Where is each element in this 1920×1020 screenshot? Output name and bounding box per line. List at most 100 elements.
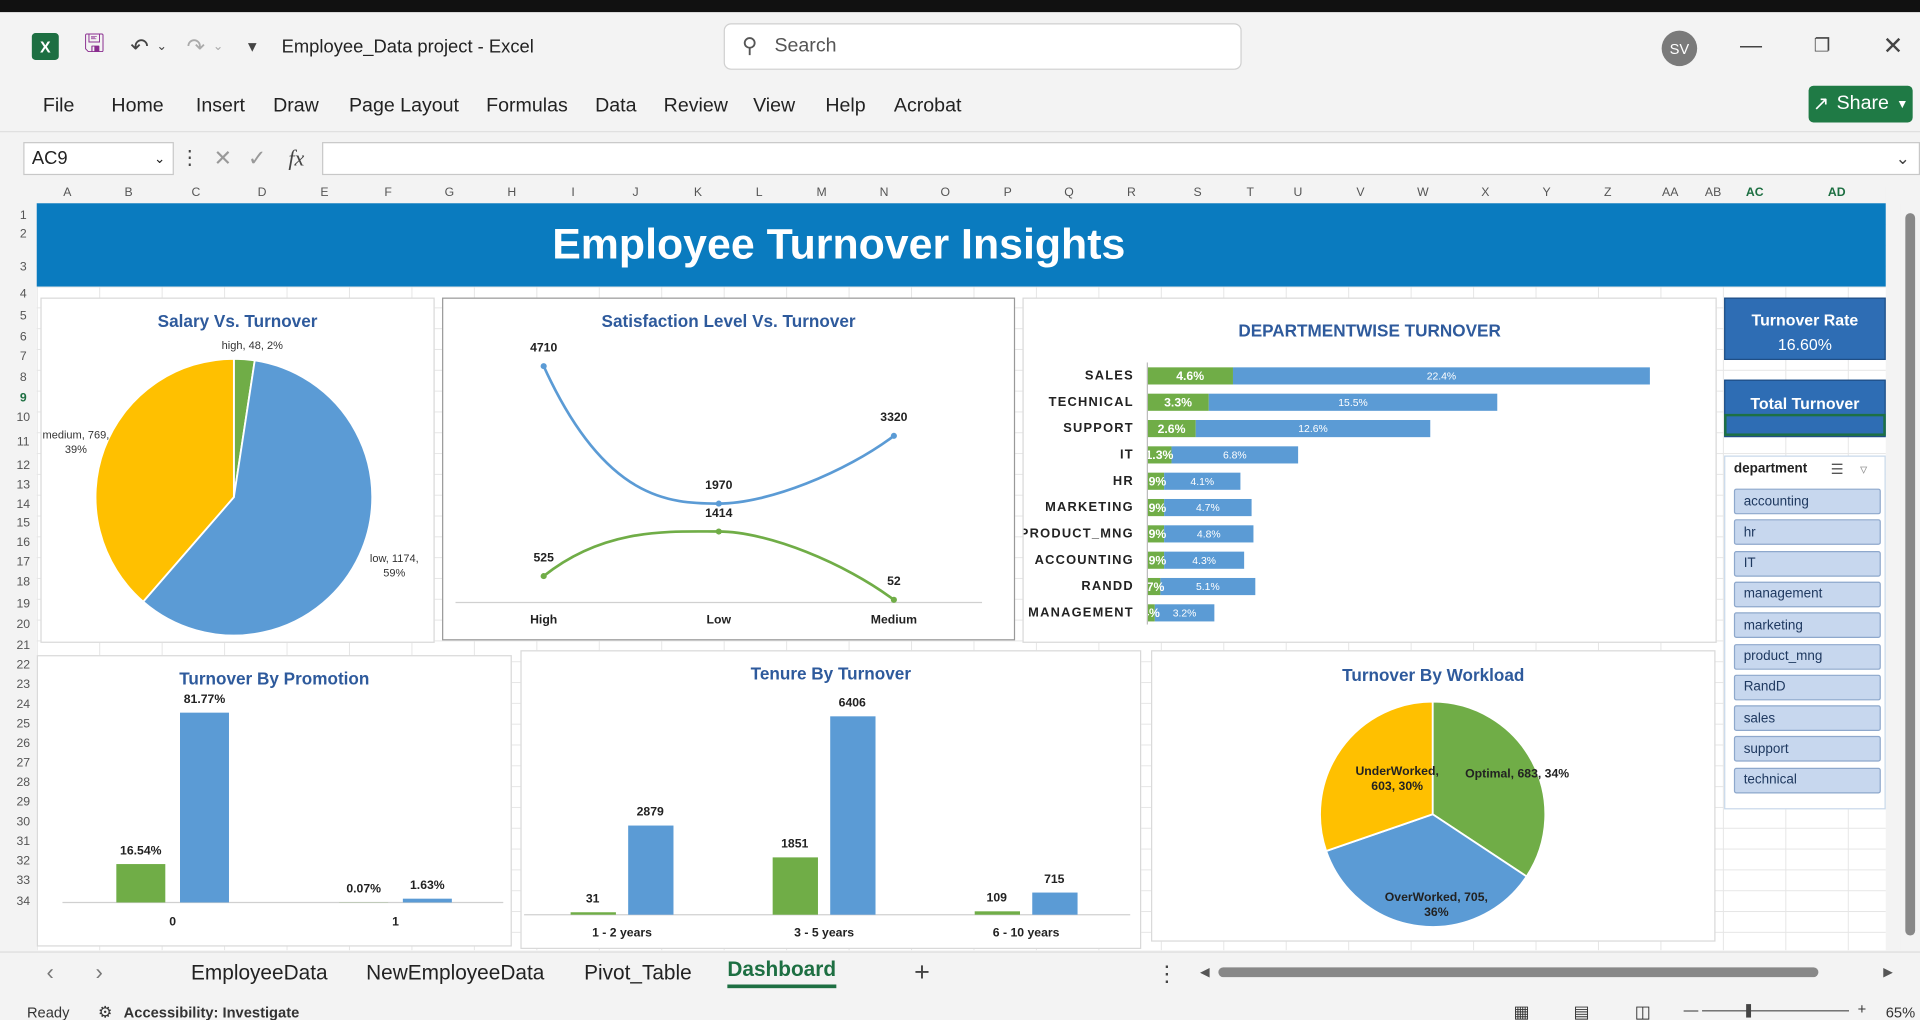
bar-green[interactable]: [1147, 604, 1155, 622]
pie-slice-underworked[interactable]: [1319, 700, 1434, 853]
bar-blue[interactable]: [1154, 604, 1215, 622]
department-slicer[interactable]: department ☰ ▿ accounting hr IT management m…: [1724, 455, 1886, 810]
menu-draw[interactable]: Draw: [273, 95, 319, 117]
data-point[interactable]: [540, 363, 547, 370]
bar-green[interactable]: [1147, 498, 1165, 517]
bar[interactable]: [116, 864, 166, 903]
row-header-31[interactable]: 31: [16, 835, 31, 849]
row-header-1[interactable]: 1: [19, 209, 27, 223]
data-point[interactable]: [890, 596, 897, 603]
salary-turnover-chart[interactable]: Salary Vs. Turnover high, 48, 2% low, 117…: [40, 297, 435, 643]
slicer-item-sales[interactable]: sales: [1733, 705, 1881, 732]
add-sheet-icon[interactable]: +: [914, 956, 930, 987]
bar[interactable]: [974, 911, 1021, 915]
column-header-M[interactable]: M: [816, 186, 827, 200]
zoom-out-icon[interactable]: —: [1683, 1001, 1699, 1019]
bar[interactable]: [180, 712, 229, 903]
column-header-R[interactable]: R: [1127, 186, 1136, 200]
avatar[interactable]: SV: [1661, 30, 1698, 67]
scroll-right-icon[interactable]: ▶: [1883, 966, 1893, 980]
column-header-T[interactable]: T: [1246, 186, 1254, 200]
slicer-item-randd[interactable]: RandD: [1733, 674, 1881, 701]
redo-icon[interactable]: ↷: [186, 33, 206, 59]
series-line-1[interactable]: [542, 530, 895, 601]
row-header-20[interactable]: 20: [16, 618, 31, 632]
undo-icon[interactable]: ↶: [130, 33, 149, 59]
row-header-24[interactable]: 24: [16, 697, 31, 712]
data-point[interactable]: [715, 500, 722, 507]
customize-toolbar-icon[interactable]: ▼: [244, 37, 260, 56]
row-header-17[interactable]: 17: [16, 555, 31, 570]
bar-green[interactable]: [1147, 525, 1165, 543]
row-header-10[interactable]: 10: [16, 411, 31, 425]
zoom-in-icon[interactable]: +: [1857, 1000, 1867, 1018]
zoom-slider-thumb[interactable]: [1746, 1004, 1752, 1018]
confirm-entry-icon[interactable]: ✓: [247, 145, 267, 170]
sheet-tab-dashboard[interactable]: Dashboard: [727, 958, 837, 989]
bar[interactable]: [830, 716, 876, 915]
bar-blue[interactable]: [1171, 446, 1299, 464]
row-header-16[interactable]: 16: [16, 536, 31, 550]
slicer-item-technical[interactable]: technical: [1733, 767, 1881, 794]
workload-turnover-chart[interactable]: Turnover By Workload Optimal, 683, 34% Ov…: [1151, 650, 1716, 942]
column-header-A[interactable]: A: [63, 186, 72, 200]
more-options-icon[interactable]: ⋮: [180, 148, 200, 169]
sheet-tab-pivot-table[interactable]: Pivot_Table: [584, 961, 692, 985]
row-header-2[interactable]: 2: [19, 227, 27, 242]
menu-formulas[interactable]: Formulas: [486, 95, 568, 117]
menu-data[interactable]: Data: [595, 95, 637, 117]
row-header-15[interactable]: 15: [16, 516, 31, 531]
menu-view[interactable]: View: [753, 95, 796, 117]
slicer-item-support[interactable]: support: [1733, 736, 1881, 763]
multi-select-icon[interactable]: ☰: [1830, 460, 1844, 478]
column-header-B[interactable]: B: [124, 186, 133, 200]
column-header-P[interactable]: P: [1003, 186, 1012, 200]
bar-blue[interactable]: [1164, 472, 1241, 490]
slicer-item-accounting[interactable]: accounting: [1733, 488, 1881, 515]
bar-green[interactable]: [1147, 446, 1172, 464]
prev-sheet-icon[interactable]: ‹: [46, 959, 54, 984]
data-point[interactable]: [890, 432, 897, 439]
selected-cell[interactable]: [1724, 413, 1886, 436]
column-header-U[interactable]: U: [1293, 186, 1303, 200]
horizontal-scroll-thumb[interactable]: [1218, 967, 1819, 978]
column-header-F[interactable]: F: [384, 186, 392, 200]
pie-slice-medium[interactable]: [94, 357, 235, 603]
column-header-V[interactable]: V: [1356, 186, 1365, 200]
cancel-entry-icon[interactable]: ✕: [213, 145, 233, 170]
status-accessibility[interactable]: Accessibility: Investigate: [123, 1004, 300, 1020]
column-header-C[interactable]: C: [191, 186, 201, 200]
column-header-AA[interactable]: AA: [1662, 186, 1679, 200]
row-header-32[interactable]: 32: [16, 854, 31, 869]
row-header-29[interactable]: 29: [16, 795, 31, 810]
promotion-turnover-chart[interactable]: Turnover By Promotion 0 16.54% 81.77% 1 0.07…: [36, 655, 512, 947]
zoom-slider[interactable]: [1702, 1010, 1849, 1012]
menu-review[interactable]: Review: [663, 95, 728, 117]
more-sheets-icon[interactable]: ⋮: [1155, 960, 1178, 986]
row-header-34[interactable]: 34: [16, 895, 31, 909]
row-header-5[interactable]: 5: [19, 309, 27, 324]
column-header-G[interactable]: G: [444, 186, 455, 200]
formula-input[interactable]: [322, 142, 1920, 176]
row-header-33[interactable]: 33: [16, 874, 31, 888]
row-header-13[interactable]: 13: [16, 478, 31, 493]
column-header-AD[interactable]: AD: [1827, 186, 1846, 200]
row-header-14[interactable]: 14: [16, 498, 31, 512]
column-header-J[interactable]: J: [632, 186, 639, 200]
column-header-N[interactable]: N: [879, 186, 889, 200]
bar[interactable]: [772, 857, 818, 915]
column-header-L[interactable]: L: [755, 186, 763, 200]
zoom-level[interactable]: 65%: [1885, 1004, 1916, 1020]
slicer-item-hr[interactable]: hr: [1733, 519, 1881, 546]
row-header-21[interactable]: 21: [16, 639, 31, 653]
bar[interactable]: [628, 825, 674, 915]
sheet-tab-employeedata[interactable]: EmployeeData: [191, 961, 328, 985]
column-header-O[interactable]: O: [940, 186, 951, 200]
expand-formula-icon[interactable]: ⌄: [1895, 147, 1911, 168]
pie-slice-overworked[interactable]: [1324, 813, 1528, 928]
horizontal-scrollbar[interactable]: ◀ ▶: [1200, 964, 1896, 981]
series-line-0[interactable]: [542, 365, 895, 505]
sheet-tab-newemployeedata[interactable]: NewEmployeeData: [366, 961, 545, 985]
bar-green[interactable]: [1147, 393, 1209, 411]
slicer-item-product_mng[interactable]: product_mng: [1733, 643, 1881, 670]
